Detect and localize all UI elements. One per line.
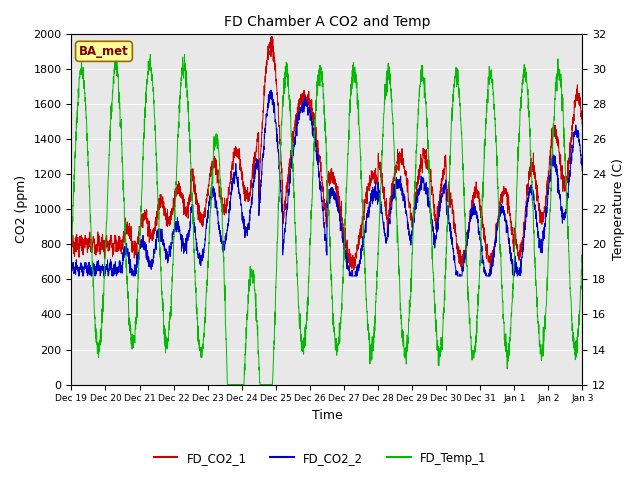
FD_Temp_1 xyxy=(126,327,134,333)
Y-axis label: CO2 (ppm): CO2 (ppm) xyxy=(15,175,28,243)
FD_Temp_1 xyxy=(569,329,577,335)
FD_CO2_1 xyxy=(126,236,134,241)
FD_CO2_2 xyxy=(75,273,83,279)
FD_CO2_1 xyxy=(514,252,522,258)
Line: FD_Temp_1: FD_Temp_1 xyxy=(72,54,582,384)
Legend: FD_CO2_1, FD_CO2_2, FD_Temp_1: FD_CO2_1, FD_CO2_2, FD_Temp_1 xyxy=(149,447,491,469)
FD_CO2_2 xyxy=(569,149,577,155)
X-axis label: Time: Time xyxy=(312,409,342,422)
FD_CO2_1 xyxy=(569,118,577,123)
FD_CO2_2 xyxy=(156,226,164,232)
FD_Temp_1 xyxy=(286,98,294,104)
FD_CO2_1 xyxy=(458,268,466,274)
FD_CO2_1 xyxy=(156,205,164,211)
FD_Temp_1 xyxy=(156,254,164,260)
FD_CO2_2 xyxy=(264,108,271,114)
Line: FD_CO2_2: FD_CO2_2 xyxy=(72,90,582,276)
FD_Temp_1 xyxy=(514,161,522,167)
FD_CO2_2 xyxy=(68,260,76,266)
FD_CO2_1 xyxy=(68,234,76,240)
Text: BA_met: BA_met xyxy=(79,45,129,58)
FD_CO2_2 xyxy=(126,258,134,264)
Y-axis label: Temperature (C): Temperature (C) xyxy=(612,158,625,260)
Line: FD_CO2_1: FD_CO2_1 xyxy=(72,36,582,271)
FD_Temp_1 xyxy=(147,51,154,57)
FD_CO2_2 xyxy=(514,265,522,271)
FD_Temp_1 xyxy=(68,253,76,259)
FD_CO2_2 xyxy=(286,177,294,183)
FD_CO2_1 xyxy=(579,118,586,124)
FD_Temp_1 xyxy=(264,382,271,387)
FD_CO2_2 xyxy=(579,158,586,164)
FD_Temp_1 xyxy=(579,248,586,253)
FD_CO2_1 xyxy=(268,34,276,39)
FD_CO2_1 xyxy=(264,53,271,59)
FD_CO2_1 xyxy=(286,156,294,162)
FD_CO2_2 xyxy=(267,87,275,93)
Title: FD Chamber A CO2 and Temp: FD Chamber A CO2 and Temp xyxy=(224,15,430,29)
FD_Temp_1 xyxy=(223,382,231,387)
